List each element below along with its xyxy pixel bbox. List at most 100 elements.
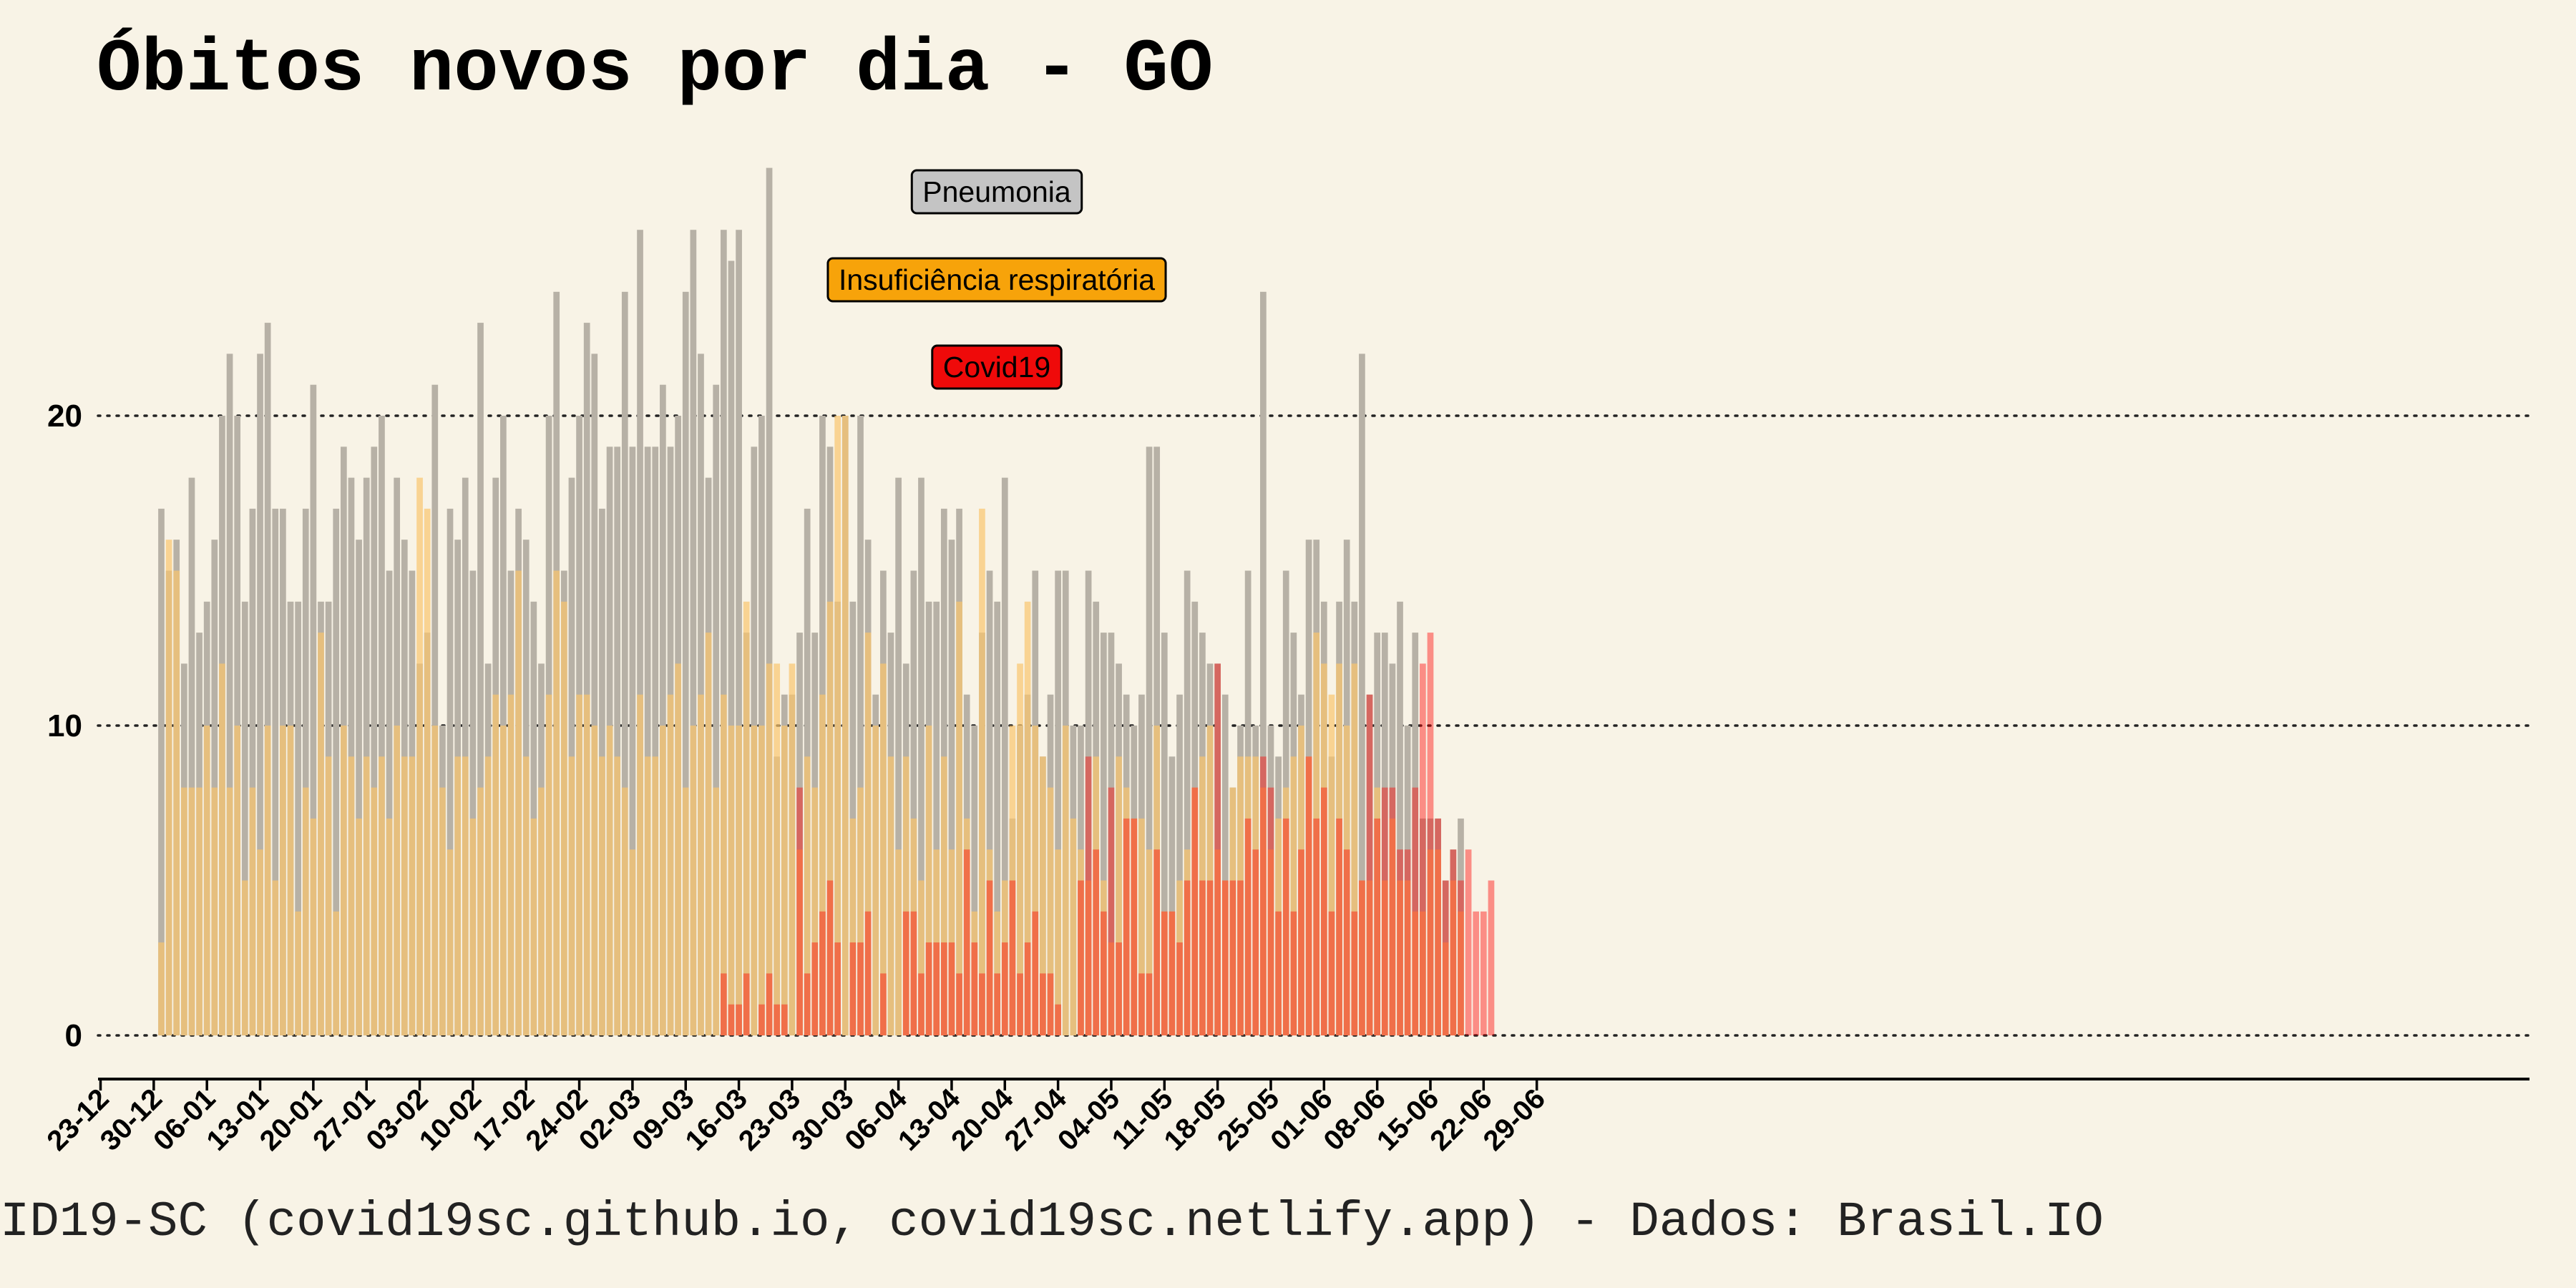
bar-insufici-ncia-respirat-ria	[1191, 787, 1199, 1035]
bar-insufici-ncia-respirat-ria	[698, 694, 704, 1035]
bar-insufici-ncia-respirat-ria	[431, 726, 439, 1035]
bar-covid19	[1320, 787, 1327, 1035]
bar-insufici-ncia-respirat-ria	[416, 477, 423, 1035]
bar-pneumonia	[698, 353, 704, 1035]
bar-insufici-ncia-respirat-ria	[188, 787, 195, 1035]
bar-covid19	[1108, 787, 1115, 1035]
bar-insufici-ncia-respirat-ria	[1359, 880, 1365, 1035]
bar-pneumonia	[994, 601, 1001, 1035]
bar-insufici-ncia-respirat-ria	[1070, 818, 1077, 1035]
bar-insufici-ncia-respirat-ria	[606, 726, 613, 1035]
legend-label: Pneumonia	[922, 175, 1071, 208]
bar-insufici-ncia-respirat-ria	[1017, 663, 1023, 1035]
bar-covid19	[766, 973, 773, 1035]
bar-insufici-ncia-respirat-ria	[484, 756, 492, 1035]
bar-insufici-ncia-respirat-ria	[1244, 756, 1252, 1035]
bar-insufici-ncia-respirat-ria	[196, 787, 203, 1035]
bar-covid19	[1078, 880, 1084, 1035]
series-insuficiencia-respiratoria	[158, 416, 1464, 1035]
bar-pneumonia	[971, 726, 978, 1035]
bar-insufici-ncia-respirat-ria	[500, 726, 507, 1035]
bar-insufici-ncia-respirat-ria	[1093, 756, 1100, 1035]
bar-pneumonia	[614, 447, 621, 1035]
bar-pneumonia	[371, 447, 378, 1035]
bar-covid19	[948, 942, 955, 1035]
x-tick-label: 18-05	[1158, 1083, 1232, 1156]
bar-insufici-ncia-respirat-ria	[621, 787, 628, 1035]
bar-insufici-ncia-respirat-ria	[318, 633, 324, 1035]
bar-insufici-ncia-respirat-ria	[1389, 818, 1396, 1035]
bar-pneumonia	[264, 323, 271, 1036]
x-tick-label: 25-05	[1211, 1083, 1285, 1156]
bar-insufici-ncia-respirat-ria	[1055, 849, 1061, 1035]
bar-insufici-ncia-respirat-ria	[1206, 726, 1214, 1035]
bar-insufici-ncia-respirat-ria	[462, 756, 469, 1035]
x-tick-label: 23-03	[733, 1083, 806, 1156]
bar-pneumonia	[469, 570, 477, 1035]
bar-insufici-ncia-respirat-ria	[720, 694, 727, 1035]
bar-insufici-ncia-respirat-ria	[1420, 911, 1426, 1035]
legend-box	[910, 169, 1083, 215]
bar-insufici-ncia-respirat-ria	[1267, 849, 1274, 1035]
bar-insufici-ncia-respirat-ria	[971, 911, 978, 1035]
bar-insufici-ncia-respirat-ria	[272, 880, 279, 1035]
bar-covid19	[1252, 849, 1259, 1035]
bar-covid19	[1343, 849, 1350, 1035]
bar-insufici-ncia-respirat-ria	[219, 663, 225, 1035]
bar-covid19	[1229, 880, 1236, 1035]
x-tick-label: 02-03	[573, 1083, 647, 1156]
bar-insufici-ncia-respirat-ria	[781, 726, 788, 1035]
bar-insufici-ncia-respirat-ria	[819, 694, 826, 1035]
legend: Pneumonia Insuficiência respiratória Covid…	[826, 169, 1167, 390]
bar-covid19	[994, 973, 1001, 1035]
bar-insufici-ncia-respirat-ria	[1146, 849, 1153, 1035]
x-tick-label: 13-01	[200, 1083, 274, 1156]
bar-insufici-ncia-respirat-ria	[644, 756, 651, 1035]
bar-insufici-ncia-respirat-ria	[872, 726, 879, 1035]
bar-pneumonia	[1184, 570, 1191, 1035]
bar-pneumonia	[918, 477, 924, 1035]
bar-covid19	[1359, 880, 1365, 1035]
bar-pneumonia	[188, 477, 195, 1035]
legend-box	[826, 257, 1167, 303]
x-tick-label: 17-02	[467, 1083, 540, 1156]
y-tick-label: 0	[65, 1018, 82, 1053]
bar-pneumonia	[591, 353, 598, 1035]
bar-insufici-ncia-respirat-ria	[849, 818, 857, 1035]
x-tick-label: 20-04	[945, 1083, 1020, 1157]
bar-insufici-ncia-respirat-ria	[211, 787, 218, 1035]
bar-insufici-ncia-respirat-ria	[553, 570, 560, 1035]
bar-pneumonia	[1381, 633, 1388, 1035]
bar-covid19	[1458, 880, 1464, 1035]
bar-insufici-ncia-respirat-ria	[1047, 787, 1054, 1035]
bar-insufici-ncia-respirat-ria	[522, 756, 530, 1035]
bar-covid19	[1351, 911, 1358, 1035]
x-tick-label: 24-02	[519, 1083, 593, 1156]
bar-insufici-ncia-respirat-ria	[826, 601, 834, 1035]
bar-pneumonia	[796, 633, 803, 1035]
bar-insufici-ncia-respirat-ria	[811, 787, 819, 1035]
bar-covid19	[925, 942, 932, 1035]
bar-insufici-ncia-respirat-ria	[439, 787, 446, 1035]
bar-covid19	[1473, 911, 1480, 1035]
bar-insufici-ncia-respirat-ria	[379, 756, 385, 1035]
bar-covid19	[1161, 911, 1168, 1035]
bar-covid19	[1138, 973, 1145, 1035]
bar-insufici-ncia-respirat-ria	[1328, 694, 1335, 1035]
y-axis: 0 10 20	[47, 399, 82, 1053]
bar-covid19	[1085, 756, 1092, 1035]
x-tick-label: 30-12	[94, 1083, 168, 1156]
x-tick-label: 06-04	[839, 1083, 914, 1157]
bar-covid19	[1191, 787, 1199, 1035]
bar-covid19	[1381, 787, 1388, 1035]
bar-insufici-ncia-respirat-ria	[363, 756, 370, 1035]
legend-label: Insuficiência respiratória	[839, 263, 1155, 296]
bar-insufici-ncia-respirat-ria	[477, 787, 484, 1035]
bar-insufici-ncia-respirat-ria	[728, 726, 735, 1035]
bar-covid19	[1404, 849, 1411, 1035]
bar-covid19	[1100, 911, 1107, 1035]
bar-pneumonia	[1108, 633, 1115, 1035]
x-tick-label: 09-03	[626, 1083, 700, 1156]
bar-insufici-ncia-respirat-ria	[264, 726, 271, 1035]
bar-insufici-ncia-respirat-ria	[902, 756, 909, 1035]
